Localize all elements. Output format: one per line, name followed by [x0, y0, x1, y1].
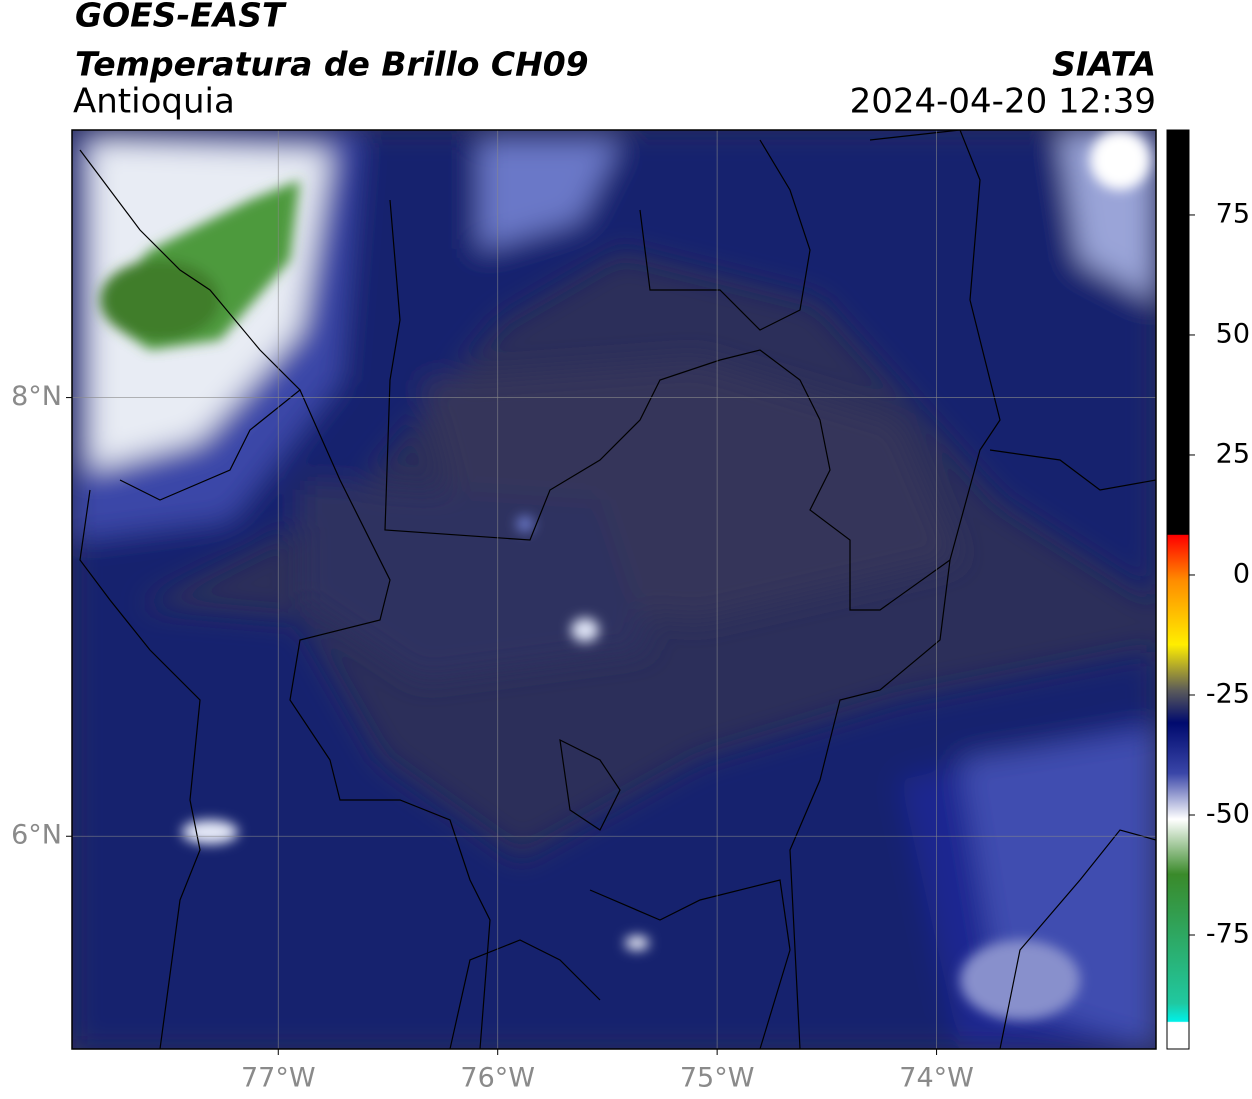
x-tick-label: 75°W	[680, 1063, 755, 1094]
region: Antioquia	[73, 82, 235, 122]
colorbar-tick-label: 50	[1216, 318, 1250, 349]
source: SIATA	[1052, 45, 1156, 84]
colorbar	[1166, 129, 1190, 1050]
x-tick-label: 77°W	[241, 1063, 316, 1094]
colorbar-tick-label: 75	[1216, 198, 1250, 229]
x-tick-label: 76°W	[460, 1063, 535, 1094]
colorbar-tick-label: 0	[1233, 558, 1250, 589]
datetime: 2024-04-20 12:39	[850, 82, 1156, 122]
subtitle: Temperatura de Brillo CH09	[75, 45, 589, 84]
x-tick-label: 74°W	[899, 1063, 974, 1094]
map-imagery	[72, 130, 1156, 1049]
y-tick-label: 8°N	[11, 381, 62, 412]
colorbar-tick-label: 25	[1216, 438, 1250, 469]
colorbar-tick-label: -75	[1206, 918, 1250, 949]
colorbar-tick-label: -25	[1206, 678, 1250, 709]
map-frame	[71, 129, 1157, 1050]
colorbar-tick-label: -50	[1206, 798, 1250, 829]
title: GOES-EAST	[75, 0, 287, 35]
graticule	[72, 130, 1156, 1049]
y-tick-label: 6°N	[11, 820, 62, 851]
